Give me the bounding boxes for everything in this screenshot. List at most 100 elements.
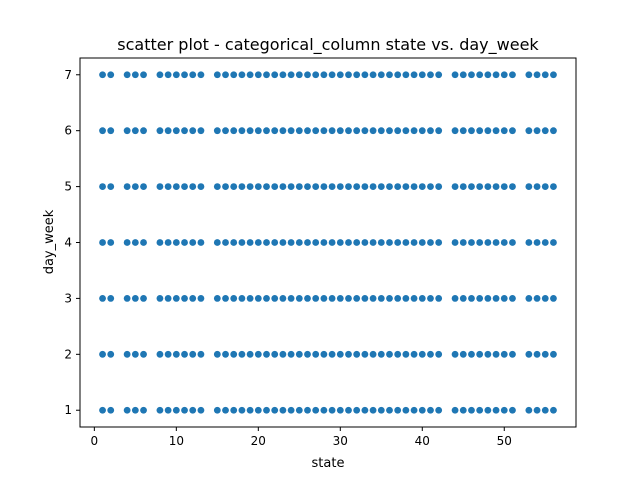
data-point (394, 295, 402, 302)
data-point (361, 350, 369, 358)
data-point (500, 127, 508, 135)
data-point (476, 295, 484, 302)
data-point (107, 71, 115, 79)
data-point (550, 183, 557, 190)
data-point (172, 406, 180, 414)
data-point (402, 71, 410, 79)
data-point (386, 295, 393, 302)
data-point (238, 183, 246, 190)
data-point (377, 183, 385, 190)
data-point (468, 127, 475, 135)
data-point (271, 350, 279, 358)
data-point (476, 239, 484, 246)
data-point (533, 239, 541, 246)
data-point (369, 183, 377, 190)
data-point (222, 71, 229, 79)
data-point (99, 183, 106, 190)
data-point (107, 350, 115, 358)
data-point (189, 183, 197, 190)
data-point (287, 183, 295, 190)
data-point (263, 406, 270, 414)
data-point (459, 183, 467, 190)
data-point (271, 127, 279, 135)
data-point (263, 183, 270, 190)
data-point (254, 183, 262, 190)
data-point (484, 71, 492, 79)
data-point (427, 295, 434, 302)
data-point (164, 239, 172, 246)
data-point (107, 406, 115, 414)
data-point (107, 183, 115, 190)
data-point (468, 183, 475, 190)
data-point (328, 71, 336, 79)
data-point (172, 239, 180, 246)
data-point (533, 350, 541, 358)
data-point (172, 350, 180, 358)
data-point (189, 71, 197, 79)
data-point (279, 295, 287, 302)
data-point (295, 350, 303, 358)
data-point (181, 183, 188, 190)
data-point (172, 127, 180, 135)
data-point (222, 406, 229, 414)
data-point (353, 350, 361, 358)
data-point (181, 350, 188, 358)
y-tick-label: 1 (64, 403, 72, 417)
data-point (263, 71, 270, 79)
data-point (164, 183, 172, 190)
data-point (427, 183, 434, 190)
data-point (271, 406, 279, 414)
data-point (492, 406, 500, 414)
data-point (418, 406, 426, 414)
data-point (410, 350, 418, 358)
data-point (181, 127, 188, 135)
data-point (328, 295, 336, 302)
data-point (541, 127, 549, 135)
x-tick-label: 40 (415, 434, 430, 448)
data-point (197, 127, 205, 135)
data-point (410, 239, 418, 246)
data-point (345, 295, 352, 302)
data-point (541, 295, 549, 302)
data-point (271, 239, 279, 246)
data-point (386, 127, 393, 135)
data-point (213, 71, 221, 79)
data-point (312, 295, 320, 302)
data-point (468, 406, 475, 414)
data-point (500, 350, 508, 358)
data-point (123, 350, 131, 358)
data-point (238, 295, 246, 302)
data-point (181, 406, 188, 414)
data-point (312, 183, 320, 190)
data-point (418, 127, 426, 135)
data-point (222, 295, 229, 302)
data-point (336, 295, 344, 302)
data-point (312, 406, 320, 414)
data-point (377, 127, 385, 135)
data-point (304, 127, 311, 135)
data-point (238, 406, 246, 414)
data-point (123, 183, 131, 190)
data-point (418, 295, 426, 302)
data-point (271, 71, 279, 79)
data-point (328, 350, 336, 358)
data-point (336, 183, 344, 190)
data-point (550, 239, 557, 246)
data-point (172, 71, 180, 79)
data-point (140, 406, 147, 414)
data-point (451, 295, 459, 302)
data-point (525, 239, 533, 246)
data-point (353, 295, 361, 302)
data-point (394, 350, 402, 358)
data-point (320, 183, 328, 190)
chart-title: scatter plot - categorical_column state … (117, 35, 539, 55)
data-point (500, 406, 508, 414)
data-point (492, 239, 500, 246)
data-point (222, 127, 229, 135)
data-point (459, 295, 467, 302)
data-point (123, 295, 131, 302)
y-axis-label: day_week (42, 209, 57, 274)
data-point (312, 239, 320, 246)
data-point (140, 295, 147, 302)
data-point (254, 406, 262, 414)
